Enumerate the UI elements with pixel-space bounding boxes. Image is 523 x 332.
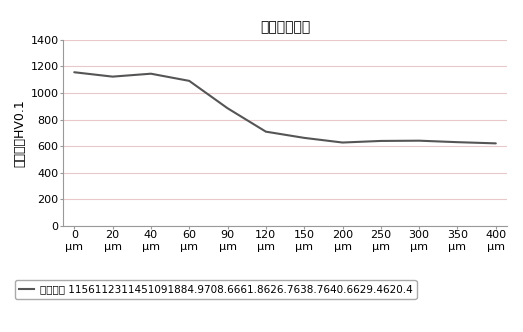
Y-axis label: 维氏硬度HV0.1: 维氏硬度HV0.1 [13,99,26,167]
Title: 断面硬度梯度: 断面硬度梯度 [260,21,310,35]
Legend: 维氏硬度 1156112311451091884.9708.6661.8626.7638.7640.6629.4620.4: 维氏硬度 1156112311451091884.9708.6661.8626.… [15,280,416,299]
